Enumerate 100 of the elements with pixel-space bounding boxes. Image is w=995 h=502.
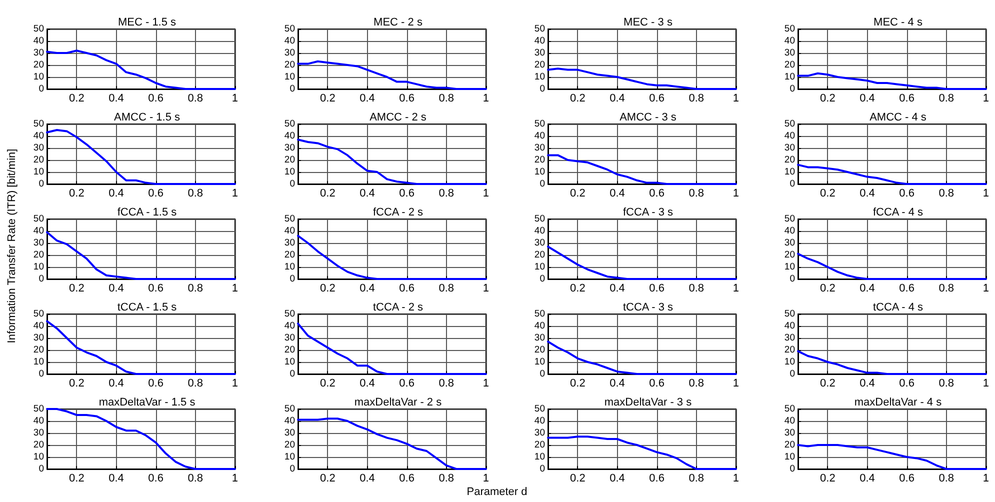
y-tick-label: 0 — [38, 464, 44, 474]
y-tick-label: 50 — [784, 214, 795, 224]
x-tick-label: 0.8 — [188, 188, 204, 200]
y-tick-label: 30 — [784, 48, 795, 58]
x-tick-label: 0.4 — [610, 378, 625, 390]
x-tick-label: 0.6 — [148, 282, 164, 294]
y-tick-label: 0 — [790, 274, 795, 284]
chart-title: AMCC - 4 s — [870, 112, 927, 124]
x-tick-label: 0.6 — [649, 92, 664, 104]
y-tick-label: 50 — [284, 214, 295, 224]
y-tick-label: 20 — [33, 154, 44, 166]
y-tick-label: 10 — [534, 452, 545, 462]
y-tick-label: 20 — [784, 344, 795, 356]
chart-title: maxDeltaVar - 3 s — [604, 396, 692, 408]
y-tick-label: 10 — [284, 262, 295, 272]
y-tick-label: 20 — [534, 154, 545, 166]
x-tick-label: 0.8 — [188, 282, 204, 294]
x-tick-label: 0.8 — [688, 472, 704, 484]
y-tick-label: 0 — [290, 464, 295, 474]
chart-title: MEC - 3 s — [624, 16, 673, 28]
x-tick-label: 0.8 — [688, 378, 704, 390]
x-tick-label: 1 — [232, 378, 238, 390]
x-tick-label: 0.8 — [938, 472, 954, 484]
x-tick-label: 0.2 — [820, 92, 836, 104]
y-tick-label: 20 — [284, 440, 295, 450]
y-tick-label: 0 — [38, 274, 44, 284]
chart-title: MEC - 2 s — [374, 16, 423, 28]
y-tick-label: 30 — [534, 238, 545, 248]
x-tick-label: 0.4 — [610, 282, 625, 294]
y-tick-label: 10 — [284, 72, 295, 82]
y-tick-label: 50 — [784, 308, 795, 320]
y-tick-label: 10 — [784, 262, 795, 272]
chart-title: AMCC - 2 s — [370, 112, 427, 124]
y-tick-label: 0 — [290, 84, 295, 94]
x-tick-label: 0.6 — [649, 188, 664, 200]
y-tick-label: 20 — [284, 344, 295, 356]
y-tick-label: 30 — [33, 48, 44, 58]
x-tick-label: 0.8 — [438, 92, 454, 104]
y-tick-label: 0 — [540, 274, 545, 284]
x-tick-label: 1 — [482, 282, 490, 294]
chart-title: maxDeltaVar - 2 s — [354, 396, 442, 408]
chart-title: fCCA - 1.5 s — [117, 206, 178, 218]
x-tick-label: 0.8 — [938, 282, 954, 294]
x-tick-label: 0.4 — [108, 378, 124, 390]
x-tick-label: 0.2 — [570, 282, 586, 294]
y-tick-label: 20 — [534, 440, 545, 450]
y-tick-label: 10 — [534, 262, 545, 272]
y-tick-label: 40 — [33, 36, 44, 46]
y-tick-label: 20 — [284, 60, 295, 70]
x-tick-label: 0.4 — [360, 282, 375, 294]
x-tick-label: 0.6 — [399, 282, 414, 294]
x-tick-label: 1 — [232, 472, 238, 484]
y-tick-label: 20 — [33, 440, 44, 450]
x-tick-label: 0.2 — [820, 472, 836, 484]
x-tick-label: 0.8 — [188, 472, 204, 484]
y-tick-label: 40 — [284, 416, 295, 426]
y-tick-label: 40 — [284, 320, 295, 332]
y-tick-label: 40 — [534, 130, 545, 142]
x-tick-label: 0.6 — [148, 188, 164, 200]
x-tick-label: 1 — [482, 92, 490, 104]
x-tick-label: 0.6 — [899, 92, 914, 104]
x-tick-label: 1 — [232, 92, 238, 104]
y-tick-label: 50 — [284, 118, 295, 130]
y-tick-label: 40 — [784, 320, 795, 332]
chart-title: fCCA - 3 s — [622, 206, 674, 218]
y-tick-label: 10 — [33, 356, 44, 368]
y-tick-label: 20 — [33, 60, 44, 70]
y-tick-label: 20 — [784, 250, 795, 260]
x-tick-label: 0.8 — [688, 282, 704, 294]
y-tick-label: 40 — [784, 226, 795, 236]
chart-title: maxDeltaVar - 1.5 s — [98, 396, 196, 408]
x-tick-label: 0.2 — [320, 472, 336, 484]
x-tick-label: 1 — [982, 92, 990, 104]
chart-title: AMCC - 1.5 s — [114, 112, 181, 124]
x-tick-label: 0.8 — [688, 92, 704, 104]
chart-title: tCCA - 4 s — [872, 302, 924, 314]
x-axis-title: Parameter d — [466, 486, 528, 498]
x-tick-label: 0.2 — [820, 282, 836, 294]
x-tick-label: 0.4 — [108, 92, 124, 104]
x-tick-label: 0.2 — [820, 188, 836, 200]
y-tick-label: 10 — [284, 356, 295, 368]
x-tick-label: 0.6 — [649, 378, 664, 390]
y-tick-label: 30 — [534, 142, 545, 154]
x-tick-label: 0.2 — [570, 378, 586, 390]
chart-title: AMCC - 3 s — [620, 112, 677, 124]
y-tick-label: 30 — [33, 142, 44, 154]
x-tick-label: 0.4 — [860, 92, 875, 104]
x-tick-label: 0.2 — [69, 282, 84, 294]
x-tick-label: 0.2 — [320, 378, 336, 390]
y-tick-label: 0 — [790, 368, 795, 380]
y-tick-label: 30 — [784, 238, 795, 248]
x-tick-label: 0.6 — [399, 378, 414, 390]
y-tick-label: 40 — [534, 416, 545, 426]
y-tick-label: 30 — [534, 332, 545, 344]
x-tick-label: 0.8 — [438, 472, 454, 484]
x-tick-label: 0.6 — [899, 472, 914, 484]
x-tick-label: 0.2 — [69, 472, 84, 484]
y-tick-label: 20 — [534, 250, 545, 260]
y-tick-label: 0 — [540, 84, 545, 94]
x-tick-label: 0.8 — [438, 188, 454, 200]
